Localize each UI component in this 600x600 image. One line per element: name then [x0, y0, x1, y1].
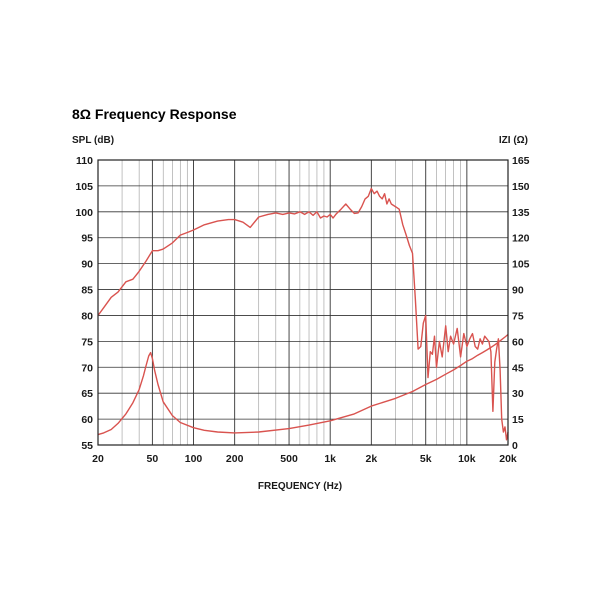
x-tick-label: 1k: [324, 453, 336, 465]
y-tick-label: 80: [81, 310, 93, 322]
plot-border: [97, 159, 509, 446]
x-axis-title: FREQUENCY (Hz): [258, 481, 342, 492]
y-tick-label: 110: [76, 155, 93, 167]
y2-tick-label: 15: [512, 414, 524, 426]
y-tick-label: 70: [81, 362, 93, 374]
series-group: [97, 187, 509, 441]
x-tick-label: 20: [92, 453, 104, 465]
y-tick-label: 100: [75, 207, 93, 219]
axis-labels: 55 60 65 70 75 80 85 90 95 100 105 110 0 15 30 45 60 75 90…: [72, 135, 530, 492]
y-tick-label: 55: [81, 440, 93, 452]
y2-tick-label: 90: [512, 285, 524, 297]
chart-title: 8Ω Frequency Response: [72, 106, 237, 122]
y-axis-title: SPL (dB): [72, 135, 114, 146]
y2-tick-label: 45: [512, 362, 524, 374]
y-tick-label: 95: [81, 233, 93, 245]
y-tick-label: 65: [81, 388, 93, 400]
impedance-curve: [97, 333, 509, 436]
x-tick-label: 50: [147, 453, 159, 465]
x-tick-label: 500: [280, 453, 298, 465]
x-tick-label: 5k: [420, 453, 432, 465]
y2-tick-label: 135: [512, 207, 530, 219]
y-tick-label: 85: [81, 285, 93, 297]
y2-axis-title: IZI (Ω): [499, 135, 528, 146]
x-tick-label: 100: [185, 453, 203, 465]
spl-curve: [97, 187, 509, 441]
y2-tick-label: 120: [512, 233, 530, 245]
minor-grid: [121, 160, 461, 445]
y2-tick-label: 165: [512, 155, 530, 167]
y-tick-label: 105: [75, 181, 93, 193]
y2-tick-label: 150: [512, 181, 530, 193]
y2-tick-label: 105: [512, 259, 530, 271]
y2-tick-label: 0: [512, 440, 518, 452]
y2-tick-label: 60: [512, 336, 524, 348]
major-grid: [97, 159, 509, 446]
y-tick-label: 75: [81, 336, 93, 348]
x-tick-label: 2k: [365, 453, 377, 465]
y2-tick-label: 30: [512, 388, 524, 400]
x-tick-label: 20k: [499, 453, 517, 465]
y-tick-label: 90: [81, 259, 93, 271]
y-tick-label: 60: [81, 414, 93, 426]
x-tick-label: 10k: [458, 453, 476, 465]
y2-tick-label: 75: [512, 310, 524, 322]
x-tick-label: 200: [226, 453, 244, 465]
